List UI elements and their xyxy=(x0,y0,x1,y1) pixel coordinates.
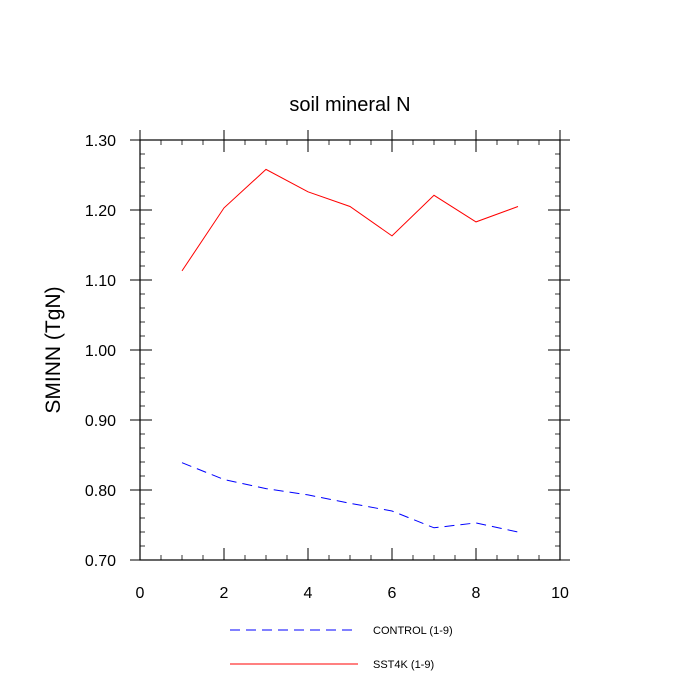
x-tick-label: 0 xyxy=(136,585,145,602)
series-line-control xyxy=(181,462,519,533)
legend: CONTROL (1-9) SST4K (1-9) xyxy=(230,625,453,671)
x-tick-label: 10 xyxy=(551,585,569,602)
legend-label: CONTROL (1-9) xyxy=(373,625,453,637)
y-tick-label: 1.10 xyxy=(85,273,116,290)
axis-tick-labels: 0 2 4 6 8 10 0.70 0.80 0.90 1.00 1.10 1.20 1.30 xyxy=(85,133,569,602)
y-tick-label: 0.70 xyxy=(85,553,116,570)
y-tick-label: 0.90 xyxy=(85,413,116,430)
y-tick-label: 1.30 xyxy=(85,133,116,150)
series-lines xyxy=(181,168,519,533)
x-tick-label: 4 xyxy=(304,585,313,602)
axis-ticks xyxy=(130,130,570,561)
x-tick-label: 8 xyxy=(472,585,481,602)
x-tick-label: 6 xyxy=(388,585,397,602)
series-line-sst4k xyxy=(181,168,519,272)
plot-frame xyxy=(139,139,561,561)
y-tick-label: 0.80 xyxy=(85,483,116,500)
y-tick-label: 1.00 xyxy=(85,343,116,360)
chart-title: soil mineral N xyxy=(289,94,410,116)
legend-label: SST4K (1-9) xyxy=(373,659,434,671)
x-tick-label: 2 xyxy=(220,585,229,602)
y-tick-label: 1.20 xyxy=(85,203,116,220)
y-axis-label: SMINN (TgN) xyxy=(42,286,65,413)
